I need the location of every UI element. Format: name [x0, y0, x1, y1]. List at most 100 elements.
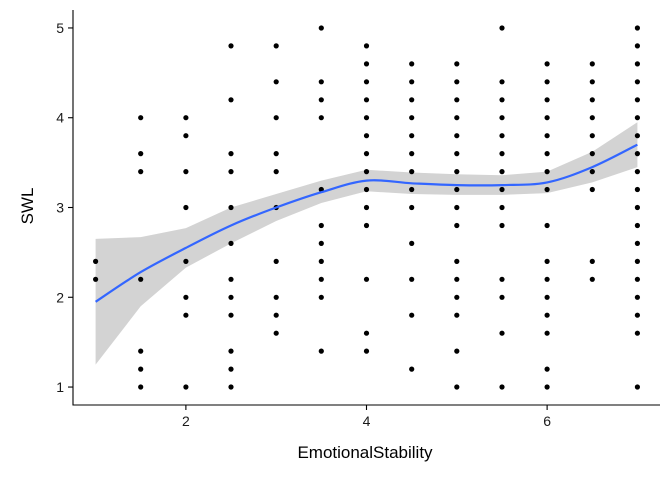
- data-point: [634, 79, 641, 85]
- data-point: [409, 115, 415, 121]
- data-point: [454, 258, 460, 264]
- data-point: [454, 276, 460, 282]
- data-point: [454, 204, 460, 211]
- data-point: [318, 115, 324, 121]
- data-point: [228, 169, 234, 175]
- data-point: [499, 133, 505, 139]
- data-point: [363, 115, 370, 121]
- data-point: [228, 204, 234, 211]
- data-point: [499, 384, 505, 390]
- y-axis-title: SWL: [18, 188, 37, 225]
- data-point: [454, 61, 460, 67]
- data-point: [499, 276, 505, 282]
- data-point: [589, 276, 595, 282]
- data-point: [363, 97, 370, 103]
- data-point: [228, 240, 234, 246]
- data-point: [589, 151, 595, 157]
- data-point: [499, 151, 505, 157]
- data-point: [634, 151, 641, 157]
- data-point: [589, 61, 595, 67]
- data-point: [409, 169, 415, 175]
- confidence-band: [95, 122, 638, 365]
- data-point: [589, 97, 595, 103]
- data-point: [634, 61, 641, 67]
- data-point: [183, 133, 189, 139]
- x-tick-label: 4: [363, 413, 371, 429]
- data-point: [544, 97, 550, 103]
- x-tick-label: 6: [543, 413, 551, 429]
- data-point: [544, 294, 550, 300]
- data-point: [273, 258, 279, 264]
- smooth-line: [94, 143, 638, 303]
- y-tick-label: 5: [56, 20, 64, 36]
- data-point: [183, 169, 189, 175]
- data-point: [589, 169, 595, 175]
- data-point: [318, 222, 324, 229]
- data-point: [499, 115, 505, 121]
- x-axis-title: EmotionalStability: [297, 443, 433, 462]
- data-point: [634, 43, 641, 49]
- data-point: [228, 151, 234, 157]
- data-point: [499, 25, 505, 31]
- data-point: [363, 222, 370, 229]
- data-point: [138, 348, 144, 354]
- data-point: [273, 151, 279, 157]
- x-tick-label: 2: [182, 413, 190, 429]
- data-point: [499, 79, 505, 85]
- data-point: [454, 294, 460, 300]
- data-point: [273, 79, 279, 85]
- data-point: [183, 115, 189, 121]
- data-point: [409, 61, 415, 67]
- data-point: [363, 133, 370, 139]
- data-point: [634, 240, 641, 246]
- data-point: [318, 276, 324, 282]
- data-point: [544, 169, 550, 175]
- data-point: [363, 276, 370, 282]
- data-point: [93, 258, 99, 264]
- y-tick-label: 1: [56, 379, 64, 395]
- data-point: [544, 366, 550, 372]
- data-point: [589, 115, 595, 121]
- data-point: [634, 312, 641, 318]
- data-point: [544, 133, 550, 139]
- points-layer: [93, 25, 641, 390]
- data-point: [544, 61, 550, 67]
- data-point: [183, 294, 189, 300]
- data-point: [318, 97, 324, 103]
- data-point: [273, 115, 279, 121]
- data-point: [228, 97, 234, 103]
- data-point: [499, 204, 505, 211]
- data-point: [409, 276, 415, 282]
- data-point: [544, 312, 550, 318]
- data-point: [228, 312, 234, 318]
- data-point: [138, 151, 144, 157]
- data-point: [634, 384, 641, 390]
- data-point: [93, 276, 99, 282]
- y-tick-label: 4: [56, 110, 64, 126]
- data-point: [634, 133, 641, 139]
- data-point: [318, 240, 324, 246]
- data-point: [138, 115, 144, 121]
- data-point: [634, 169, 641, 175]
- data-point: [544, 115, 550, 121]
- data-point: [634, 97, 641, 103]
- data-point: [363, 186, 370, 193]
- data-point: [454, 222, 460, 229]
- data-point: [634, 25, 641, 31]
- data-point: [363, 169, 370, 175]
- data-point: [544, 384, 550, 390]
- data-point: [589, 258, 595, 264]
- data-point: [409, 151, 415, 157]
- data-point: [544, 186, 550, 193]
- y-tick-label: 2: [56, 289, 64, 305]
- data-point: [454, 115, 460, 121]
- data-point: [634, 222, 641, 229]
- data-point: [273, 169, 279, 175]
- data-point: [499, 222, 505, 229]
- data-point: [544, 276, 550, 282]
- data-point: [318, 258, 324, 264]
- data-point: [589, 79, 595, 85]
- data-point: [318, 348, 324, 354]
- data-point: [318, 294, 324, 300]
